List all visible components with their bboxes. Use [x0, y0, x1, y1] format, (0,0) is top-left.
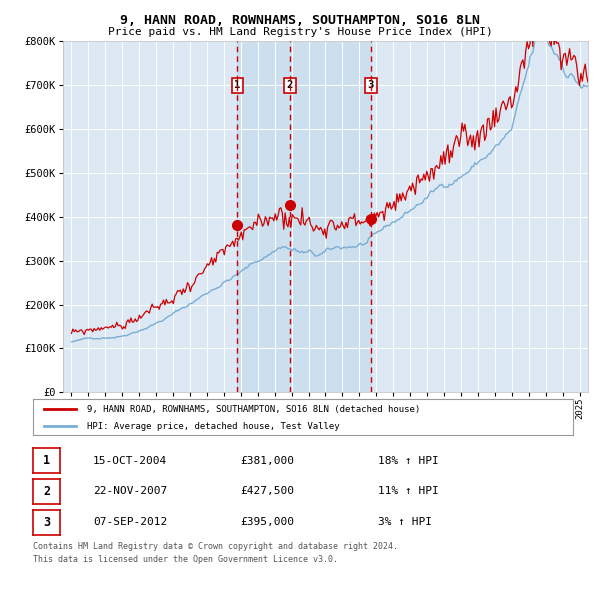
- Text: 22-NOV-2007: 22-NOV-2007: [93, 487, 167, 496]
- Text: 1: 1: [43, 454, 50, 467]
- Text: £427,500: £427,500: [240, 487, 294, 496]
- Text: £381,000: £381,000: [240, 456, 294, 466]
- Text: 07-SEP-2012: 07-SEP-2012: [93, 517, 167, 527]
- Text: 3% ↑ HPI: 3% ↑ HPI: [378, 517, 432, 527]
- Text: 18% ↑ HPI: 18% ↑ HPI: [378, 456, 439, 466]
- Text: 3: 3: [43, 516, 50, 529]
- Text: £395,000: £395,000: [240, 517, 294, 527]
- Bar: [237, 41, 371, 392]
- Text: 9, HANN ROAD, ROWNHAMS, SOUTHAMPTON, SO16 8LN: 9, HANN ROAD, ROWNHAMS, SOUTHAMPTON, SO1…: [120, 14, 480, 27]
- Text: 1: 1: [234, 80, 241, 90]
- Text: 3: 3: [368, 80, 374, 90]
- Text: Contains HM Land Registry data © Crown copyright and database right 2024.: Contains HM Land Registry data © Crown c…: [33, 542, 398, 551]
- Text: 2: 2: [287, 80, 293, 90]
- Text: This data is licensed under the Open Government Licence v3.0.: This data is licensed under the Open Gov…: [33, 555, 338, 564]
- Text: 2: 2: [43, 485, 50, 498]
- Text: 15-OCT-2004: 15-OCT-2004: [93, 456, 167, 466]
- Text: 9, HANN ROAD, ROWNHAMS, SOUTHAMPTON, SO16 8LN (detached house): 9, HANN ROAD, ROWNHAMS, SOUTHAMPTON, SO1…: [87, 405, 420, 414]
- Text: HPI: Average price, detached house, Test Valley: HPI: Average price, detached house, Test…: [87, 422, 340, 431]
- Text: Price paid vs. HM Land Registry's House Price Index (HPI): Price paid vs. HM Land Registry's House …: [107, 27, 493, 37]
- Text: 11% ↑ HPI: 11% ↑ HPI: [378, 487, 439, 496]
